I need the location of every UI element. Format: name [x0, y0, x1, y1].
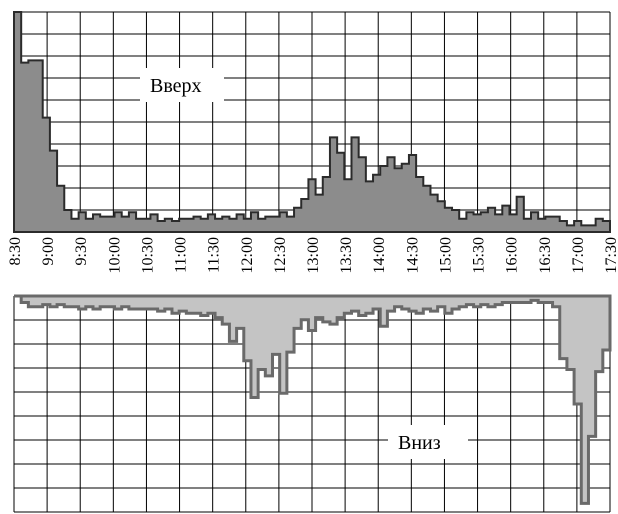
up-label-background [140, 68, 224, 102]
x-tick-label: 17:00 [570, 237, 587, 273]
x-tick-label: 15:00 [437, 237, 454, 273]
x-tick-label: 9:30 [73, 237, 90, 265]
x-tick-label: 16:00 [504, 237, 521, 273]
x-tick-label: 13:30 [338, 237, 355, 273]
x-tick-label: 14:00 [371, 237, 388, 273]
x-tick-label: 12:30 [272, 237, 289, 273]
bottom-series [14, 294, 612, 505]
x-tick-label: 16:30 [537, 237, 554, 273]
down-label-background [388, 425, 468, 459]
x-tick-label: 14:30 [404, 237, 421, 273]
down-series-area [14, 294, 612, 505]
x-tick-label: 11:00 [173, 237, 190, 273]
top-panel: Вверх [13, 11, 611, 233]
down-label: Вниз [398, 432, 441, 454]
top-grid [13, 11, 611, 233]
x-tick-label: 10:30 [139, 237, 156, 273]
up-series-area [13, 11, 611, 233]
x-tick-label: 15:30 [471, 237, 488, 273]
x-tick-label: 11:30 [206, 237, 223, 273]
x-tick-label: 10:00 [106, 237, 123, 273]
up-label: Вверх [150, 75, 202, 97]
bottom-grid [13, 295, 611, 513]
x-tick-label: 17:30 [603, 237, 618, 273]
x-tick-label: 9:00 [40, 237, 57, 265]
x-tick-label: 13:00 [305, 237, 322, 273]
bottom-panel: Вниз [13, 294, 612, 513]
x-tick-label: 12:00 [239, 237, 256, 273]
x-axis-ticks: 8:30 9:00 9:30 10:00 10:30 11:00 11:30 12:00 12:… [7, 237, 618, 273]
top-series [13, 11, 611, 233]
x-tick-label: 8:30 [7, 237, 24, 265]
